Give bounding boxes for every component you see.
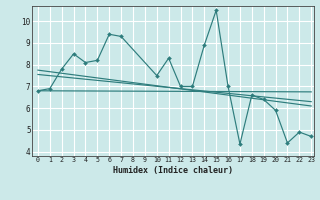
X-axis label: Humidex (Indice chaleur): Humidex (Indice chaleur): [113, 166, 233, 175]
